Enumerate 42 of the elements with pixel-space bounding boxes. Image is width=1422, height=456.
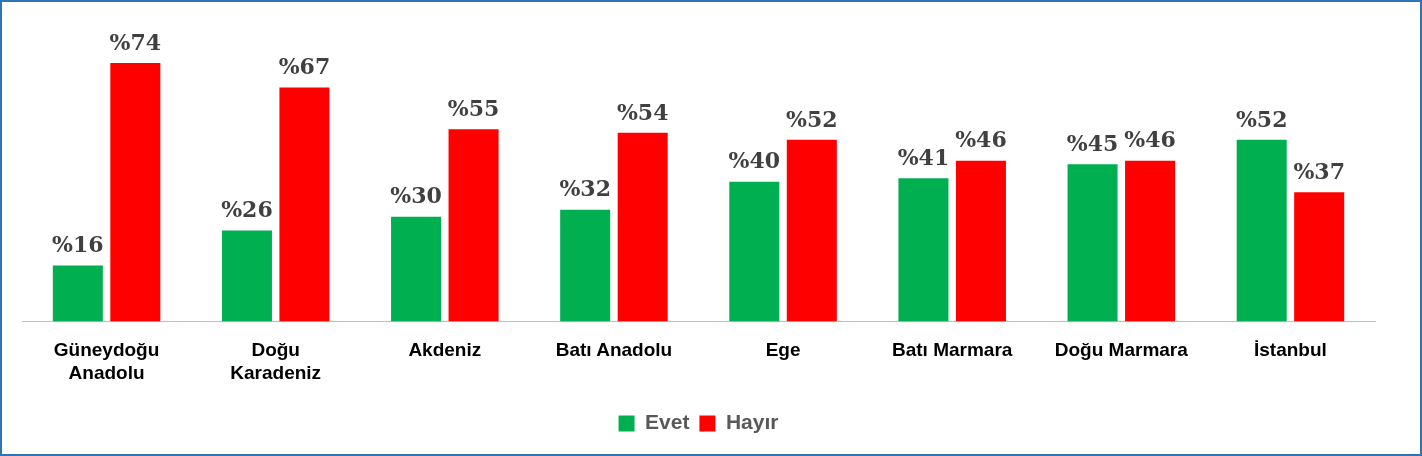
bar <box>729 181 780 322</box>
data-label: %52 <box>786 105 838 132</box>
data-label: %16 <box>52 231 104 258</box>
data-label: %74 <box>109 28 162 55</box>
bar <box>448 129 499 322</box>
bar <box>221 230 272 322</box>
data-label: %41 <box>897 143 950 170</box>
bar <box>1294 192 1345 322</box>
data-label: %46 <box>955 126 1007 153</box>
bar <box>279 87 330 322</box>
bar <box>1067 164 1118 322</box>
data-label: %26 <box>221 196 273 223</box>
bar <box>560 209 611 322</box>
bar <box>955 160 1006 322</box>
x-tick-label: İstanbul <box>1254 339 1327 361</box>
data-label: %55 <box>447 95 500 122</box>
bar <box>1125 160 1176 322</box>
x-tick-label: Doğu Karadeniz <box>230 339 322 383</box>
bar <box>786 139 837 322</box>
x-tick-label: Batı Marmara <box>891 339 1013 361</box>
data-label: %45 <box>1066 129 1119 156</box>
x-tick-label: Güneydoğu Anadolu <box>53 339 160 383</box>
bar <box>1236 139 1287 322</box>
data-label: %32 <box>559 175 611 202</box>
bar <box>110 62 161 322</box>
bar <box>898 178 949 322</box>
data-label: %40 <box>728 147 781 174</box>
bar <box>391 216 442 322</box>
x-tick-label: Akdeniz <box>408 339 482 361</box>
data-label: %52 <box>1235 105 1288 132</box>
legend-label: Evet <box>645 410 690 434</box>
legend-label: Hayır <box>725 410 779 434</box>
data-label: %37 <box>1293 157 1345 184</box>
x-tick-label: Batı Anadolu <box>555 339 673 361</box>
bar <box>52 265 103 322</box>
x-tick-label: Doğu Marmara <box>1054 339 1189 361</box>
bar <box>617 132 668 322</box>
x-tick-label: Ege <box>765 339 801 361</box>
data-label: %67 <box>278 53 331 80</box>
data-label: %46 <box>1124 126 1176 153</box>
data-label: %54 <box>616 98 669 125</box>
data-label: %30 <box>390 182 442 209</box>
